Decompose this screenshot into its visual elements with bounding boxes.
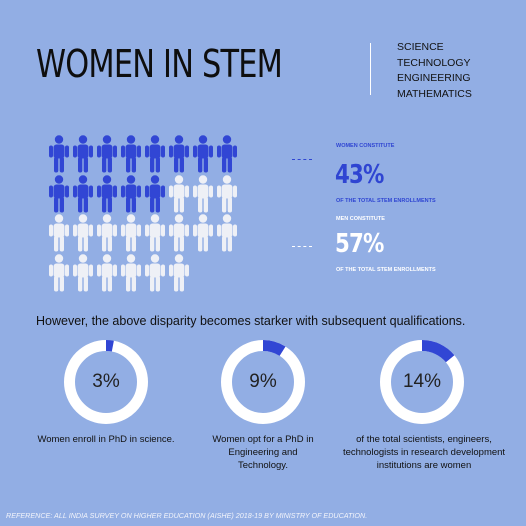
man-icon [48, 253, 70, 292]
man-icon [144, 214, 166, 252]
donut-phd-science: 3% [63, 339, 149, 425]
man-icon [96, 214, 118, 252]
caption-phd-engineering: Women opt for a PhD in Engineering and T… [212, 434, 314, 471]
man-icon [144, 253, 166, 292]
woman-icon [120, 135, 142, 173]
reference-note: REFERENCE: ALL INDIA SURVEY ON HIGHER ED… [6, 511, 368, 520]
woman-icon [72, 135, 94, 173]
man-icon [216, 174, 238, 213]
donut-value-phd-engineering: 9% [249, 371, 277, 392]
men-stat-label: MEN CONSTITUTE [336, 216, 385, 222]
donut-chart-research-institutions [380, 340, 464, 424]
donut-research-institutions: 14% [379, 339, 465, 425]
woman-icon [168, 135, 190, 173]
stem-fields-list: SCIENCE TECHNOLOGY ENGINEERING MATHEMATI… [397, 40, 472, 102]
donut-chart-phd-engineering [221, 340, 305, 424]
field-engineering: ENGINEERING [397, 72, 471, 84]
caption-research-institutions: of the total scientists, engineers, tech… [342, 434, 506, 471]
women-stat-sub: OF THE TOTAL STEM ENROLLMENTS [336, 198, 436, 204]
woman-icon [120, 174, 142, 213]
man-icon [96, 253, 118, 292]
man-icon [168, 214, 190, 252]
woman-icon [96, 135, 118, 173]
man-icon [120, 253, 142, 292]
man-icon [48, 214, 70, 252]
donut-filled-arc [64, 340, 148, 424]
man-icon [120, 214, 142, 252]
woman-icon [144, 135, 166, 173]
donut-phd-engineering: 9% [220, 339, 306, 425]
field-technology: TECHNOLOGY [397, 56, 471, 69]
caption-phd-science: Women enroll in PhD in science. [37, 434, 175, 445]
title-divider [370, 43, 371, 95]
women-stat-label: WOMEN CONSTITUTE [336, 143, 395, 149]
man-icon [192, 174, 214, 213]
donut-value-research-institutions: 14% [402, 371, 442, 392]
men-dash [292, 246, 312, 247]
woman-icon [96, 174, 118, 213]
donut-chart-phd-science [64, 340, 148, 424]
field-mathematics: MATHEMATICS [397, 87, 472, 100]
disparity-text: However, the above disparity becomes sta… [36, 314, 466, 328]
man-icon [192, 214, 214, 252]
man-icon [72, 253, 94, 292]
man-icon [168, 174, 190, 213]
woman-icon [48, 135, 70, 173]
woman-icon [192, 135, 214, 173]
donut-filled-arc [380, 340, 464, 424]
page-title: WOMEN IN STEM [36, 42, 283, 86]
women-percent: 43% [335, 160, 384, 190]
woman-icon [216, 135, 238, 173]
man-icon [168, 253, 190, 292]
men-percent: 57% [335, 229, 384, 259]
field-science: SCIENCE [397, 41, 444, 53]
man-icon [72, 214, 94, 252]
woman-icon [144, 174, 166, 213]
men-stat-sub: OF THE TOTAL STEM ENROLLMENTS [336, 267, 436, 273]
woman-icon [72, 174, 94, 213]
donut-value-phd-science: 3% [92, 371, 120, 392]
man-icon [216, 214, 238, 252]
woman-icon [48, 174, 70, 213]
donut-filled-arc [221, 340, 305, 424]
women-dash [292, 159, 312, 160]
